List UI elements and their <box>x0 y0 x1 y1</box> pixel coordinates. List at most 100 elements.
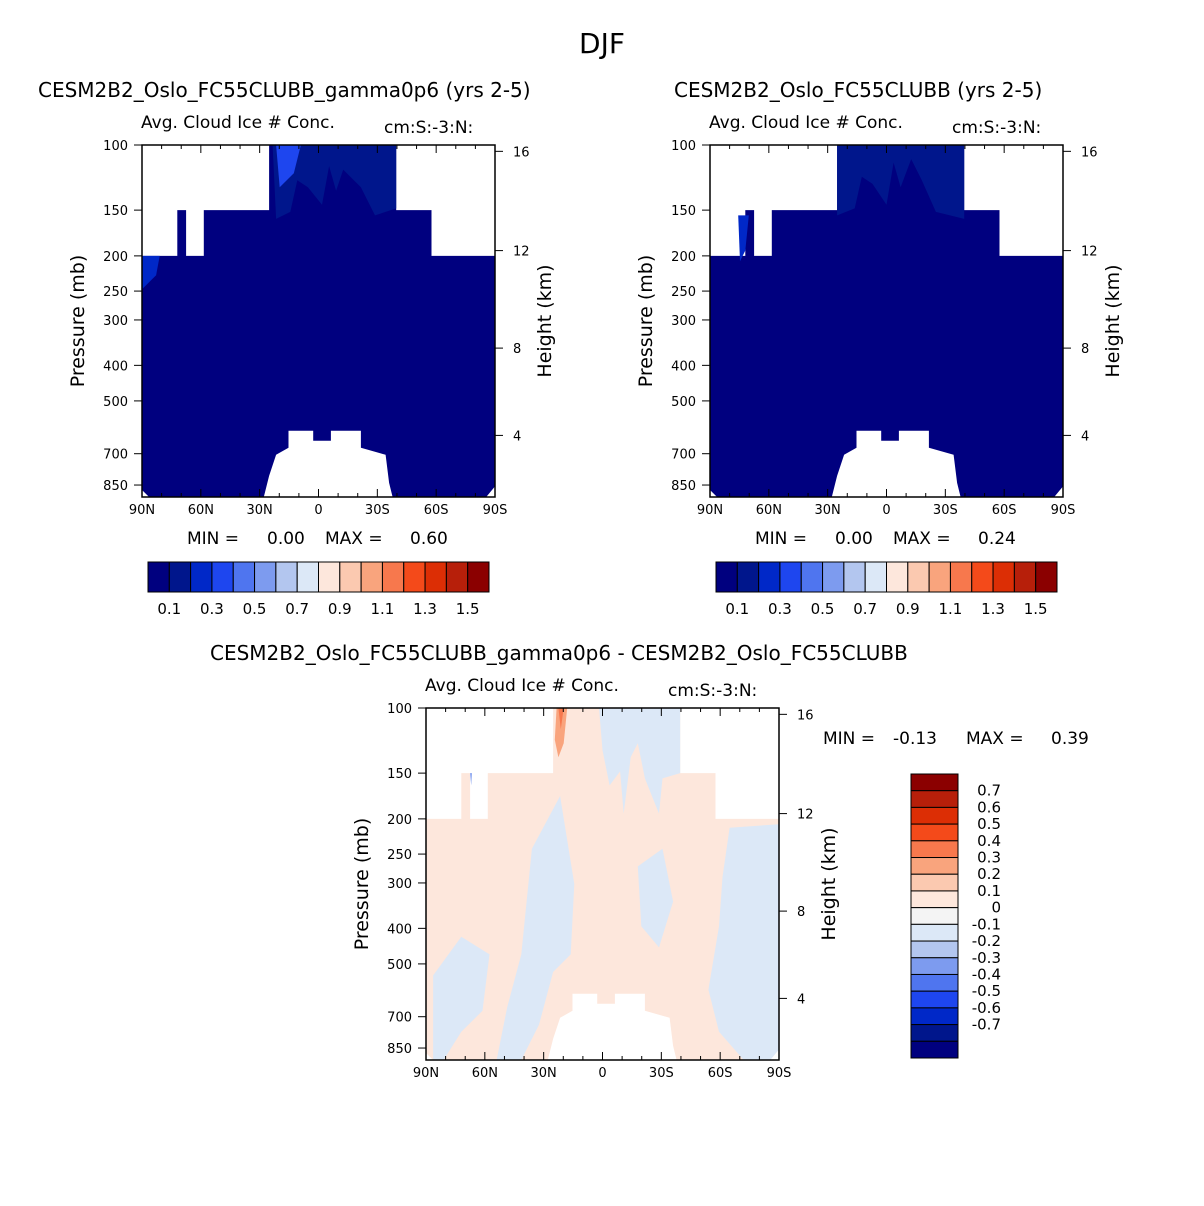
panel3-field-negative-3 <box>708 824 779 1060</box>
panel1-colorbar-box-3 <box>211 561 234 593</box>
panel2-colorbar-label-7: 1.5 <box>1024 600 1048 618</box>
panel3-xtick-5: 60S <box>708 1066 733 1081</box>
panel2-field-edge <box>738 215 749 262</box>
panel1-colorbar-label-6: 1.3 <box>413 600 437 618</box>
panel3-colorbar-label-14: -0.7 <box>972 1016 1001 1034</box>
panel3-field-peak-core <box>558 708 564 730</box>
panel1-max-label: MAX = <box>325 529 383 549</box>
panel2-xtick-0: 90N <box>697 503 723 518</box>
panel2-colorbar-box-14 <box>1013 561 1037 593</box>
panel1-ytick-6: 500 <box>103 395 128 410</box>
panel2-colorbar-box-15 <box>1035 561 1058 593</box>
panel2-colorbar-box-1 <box>736 561 760 593</box>
panel3-colorbar-box-4 <box>910 840 959 859</box>
panel3-ylabel: Pressure (mb) <box>351 818 373 951</box>
panel3-variable-label: Avg. Cloud Ice # Conc. <box>425 676 619 696</box>
panel3-colorbar-label-13: -0.6 <box>972 999 1001 1017</box>
panel1-units-label: cm:S:-3:N: <box>384 118 474 138</box>
panel2-xtick-4: 30S <box>933 503 958 518</box>
panel3-field-peak <box>554 708 568 758</box>
panel3-colorbar-label-0: 0.7 <box>977 782 1001 800</box>
panel2-ytick-right-2: 8 <box>1081 342 1089 357</box>
panel2-field-base <box>710 145 1063 497</box>
panel3-colorbar-box-15 <box>910 1024 959 1042</box>
panel1-colorbar: 0.1 0.3 0.5 0.7 0.9 1.1 1.3 1.5 <box>147 561 490 618</box>
panel3-ylabel-right: Height (km) <box>818 827 840 940</box>
panel1-frame <box>141 144 496 498</box>
panel1-field-peak <box>276 145 301 188</box>
panel3-colorbar-box-7 <box>910 890 959 909</box>
panel1-colorbar-box-14 <box>445 561 469 593</box>
panel2-ytick-6: 500 <box>671 395 696 410</box>
panel2-ylabel: Pressure (mb) <box>635 255 657 388</box>
panel3-colorbar-label-1: 0.6 <box>977 798 1001 816</box>
panel2-ytick-8: 850 <box>671 479 696 494</box>
panel1-colorbar-box-10 <box>360 561 383 593</box>
panel3-colorbar-box-2 <box>910 806 959 825</box>
panel1-min-label: MIN = <box>187 529 240 549</box>
panel3-colorbar-box-0 <box>910 773 959 792</box>
panel3-colorbar-label-5: 0.2 <box>977 865 1001 883</box>
panel3-ytick-8: 850 <box>387 1042 412 1057</box>
panel3-field-negative-4 <box>433 936 490 1060</box>
panel1-colorbar-label-0: 0.1 <box>157 600 181 618</box>
panel1-ytick-right-0: 16 <box>513 145 530 160</box>
panel1-max-value: 0.60 <box>410 529 448 549</box>
panel3-colorbar-label-10: -0.3 <box>972 949 1001 967</box>
panel2-ytick-2: 200 <box>671 250 696 265</box>
panel3-colorbar-label-12: -0.5 <box>972 982 1001 1000</box>
panel3-colorbar-box-8 <box>910 907 959 925</box>
panel1-title: CESM2B2_Oslo_FC55CLUBB_gamma0p6 (yrs 2-5… <box>38 78 531 102</box>
panel1-colorbar-box-1 <box>168 561 192 593</box>
panel3-colorbar-box-13 <box>910 990 959 1009</box>
panel3-colorbar-box-1 <box>910 790 959 808</box>
panel3-xtick-0: 90N <box>413 1066 439 1081</box>
panel1-colorbar-box-12 <box>403 561 426 593</box>
panel3-title: CESM2B2_Oslo_FC55CLUBB_gamma0p6 - CESM2B… <box>210 641 908 665</box>
panel2-ytick-7: 700 <box>671 448 696 463</box>
panel2-colorbar-box-11 <box>949 561 973 593</box>
panel2-colorbar-box-8 <box>886 561 909 593</box>
panel2-ytick-5: 400 <box>671 359 696 374</box>
panel2-colorbar-box-4 <box>800 561 824 593</box>
panel3-ytick-3: 250 <box>387 848 412 863</box>
panel3-max-value: 0.39 <box>1051 729 1089 749</box>
panel1-xtick-2: 30N <box>247 503 273 518</box>
panel2-colorbar-box-9 <box>907 561 930 593</box>
panel1-ytick-0: 100 <box>103 139 128 154</box>
panel1-xtick-0: 90N <box>129 503 155 518</box>
panel1-min-value: 0.00 <box>267 529 305 549</box>
panel1-colorbar-label-2: 0.5 <box>243 600 267 618</box>
panel1-colorbar-box-9 <box>339 561 362 593</box>
panel3-xtick-4: 30S <box>649 1066 674 1081</box>
panel3-ytick-right-1: 12 <box>797 808 814 823</box>
panel2-colorbar-label-2: 0.5 <box>811 600 835 618</box>
panel2-xtick-3: 0 <box>882 503 890 518</box>
panel3-ytick-6: 500 <box>387 958 412 973</box>
panel3-field-positive <box>426 708 779 1060</box>
panel3-units-label: cm:S:-3:N: <box>668 681 758 701</box>
panel2-colorbar-label-6: 1.3 <box>981 600 1005 618</box>
panel1-colorbar-box-5 <box>254 561 277 593</box>
panel3-max-label: MAX = <box>966 729 1024 749</box>
panel2-title: CESM2B2_Oslo_FC55CLUBB (yrs 2-5) <box>674 78 1043 102</box>
panel2-ylabel-right: Height (km) <box>1102 264 1124 377</box>
panel1-ylabel-right: Height (km) <box>534 264 556 377</box>
panel1-colorbar-box-15 <box>467 561 490 593</box>
panel2-max-label: MAX = <box>893 529 951 549</box>
panel2-variable-label: Avg. Cloud Ice # Conc. <box>709 113 903 133</box>
panel2-colorbar-box-12 <box>971 561 994 593</box>
panel2-plot: 90N 60N 30N 0 30S 60S 90S 100 150 200 250 300 400 500… <box>635 139 1124 518</box>
panel3-ytick-right-0: 16 <box>797 708 814 723</box>
panel3-ytick-4: 300 <box>387 877 412 892</box>
panel3-ytick-1: 150 <box>387 767 412 782</box>
panel3-xtick-2: 30N <box>531 1066 557 1081</box>
panel3-min-value: -0.13 <box>893 729 937 749</box>
panel1-variable-label: Avg. Cloud Ice # Conc. <box>141 113 335 133</box>
panel2-colorbar-box-2 <box>758 561 781 593</box>
panel2-xtick-2: 30N <box>815 503 841 518</box>
panel2-colorbar-box-5 <box>822 561 845 593</box>
panel2-colorbar-box-13 <box>992 561 1015 593</box>
panel2-ytick-right-1: 12 <box>1081 245 1098 260</box>
